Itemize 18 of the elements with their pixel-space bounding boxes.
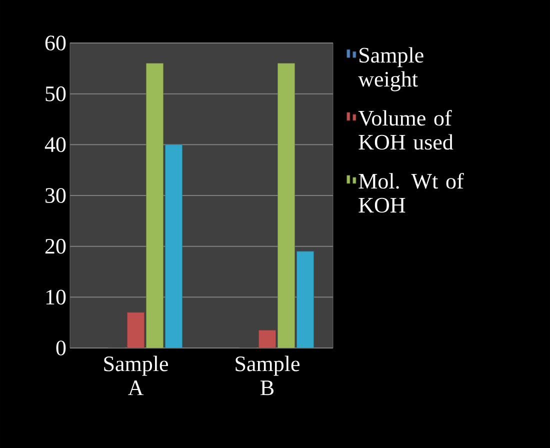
legend-label: Mol. Wt of KOH bbox=[358, 172, 464, 213]
bar bbox=[296, 251, 314, 348]
bar bbox=[127, 312, 144, 348]
y-tick-label: 30 bbox=[46, 188, 66, 203]
bar bbox=[258, 330, 276, 348]
legend-label: Sample weight bbox=[358, 47, 424, 92]
y-tick-label: 50 bbox=[46, 86, 66, 102]
bar bbox=[278, 63, 295, 348]
bar bbox=[165, 144, 182, 348]
legend-label: Volume of KOH used bbox=[358, 110, 454, 150]
y-tick-label: 40 bbox=[44, 137, 66, 152]
x-tick-label: Sample A bbox=[104, 356, 168, 396]
bar bbox=[146, 63, 164, 348]
y-tick-label: 60 bbox=[45, 36, 66, 50]
y-tick-label: 10 bbox=[46, 290, 66, 305]
y-tick-label: 20 bbox=[45, 238, 66, 254]
x-tick-label: Sample B bbox=[236, 356, 300, 396]
y-tick-label: 0 bbox=[56, 340, 66, 356]
